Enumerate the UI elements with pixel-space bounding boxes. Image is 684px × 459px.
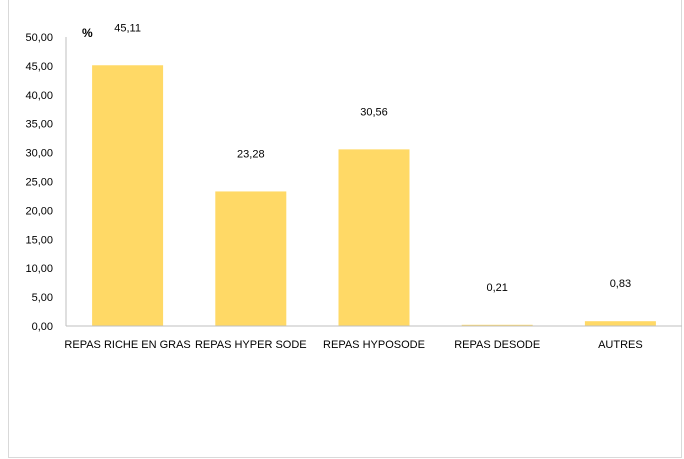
chart-frame [8,0,682,458]
bar-value-label: 30,56 [360,106,388,118]
data-labels-group: 45,11 23,28 30,56 0,21 0,83 [114,22,631,294]
y-tick-label: 35,00 [25,119,53,131]
y-tick-label: 20,00 [25,205,53,217]
x-tick-label: AUTRES [598,339,643,351]
x-tick-label: REPAS DESODE [454,339,540,351]
y-tick-label: 15,00 [25,234,53,246]
bar [215,191,287,326]
y-tick-label: 45,00 [25,61,53,73]
y-tick-label: 40,00 [25,90,53,102]
y-tick-label: 25,00 [25,177,53,189]
bar [338,149,410,326]
bar-value-label: 0,21 [486,282,507,294]
x-tick-label: REPAS RICHE EN GRAS [64,339,190,351]
bar-value-label: 23,28 [237,148,265,160]
y-tick-label: 0,00 [32,321,53,333]
y-tick-label: 5,00 [32,292,53,304]
x-tick-label: REPAS HYPOSODE [323,339,425,351]
bar-value-label: 45,11 [114,22,141,34]
bar [584,321,656,326]
bar [461,324,533,326]
y-tick-label: 50,00 [25,32,53,44]
bar [92,65,164,327]
y-axis: 0,00 5,00 10,00 15,00 20,00 25,00 30,00 35,00 40… [25,32,67,333]
x-tick-label: REPAS HYPER SODE [195,339,307,351]
y-axis-unit-label: % [82,26,93,40]
bars-group [92,65,656,327]
y-tick-label: 30,00 [25,148,53,160]
x-axis: REPAS RICHE EN GRAS REPAS HYPER SODE REPAS… [64,325,682,351]
bar-value-label: 0,83 [610,278,631,290]
y-tick-label: 10,00 [25,263,53,275]
